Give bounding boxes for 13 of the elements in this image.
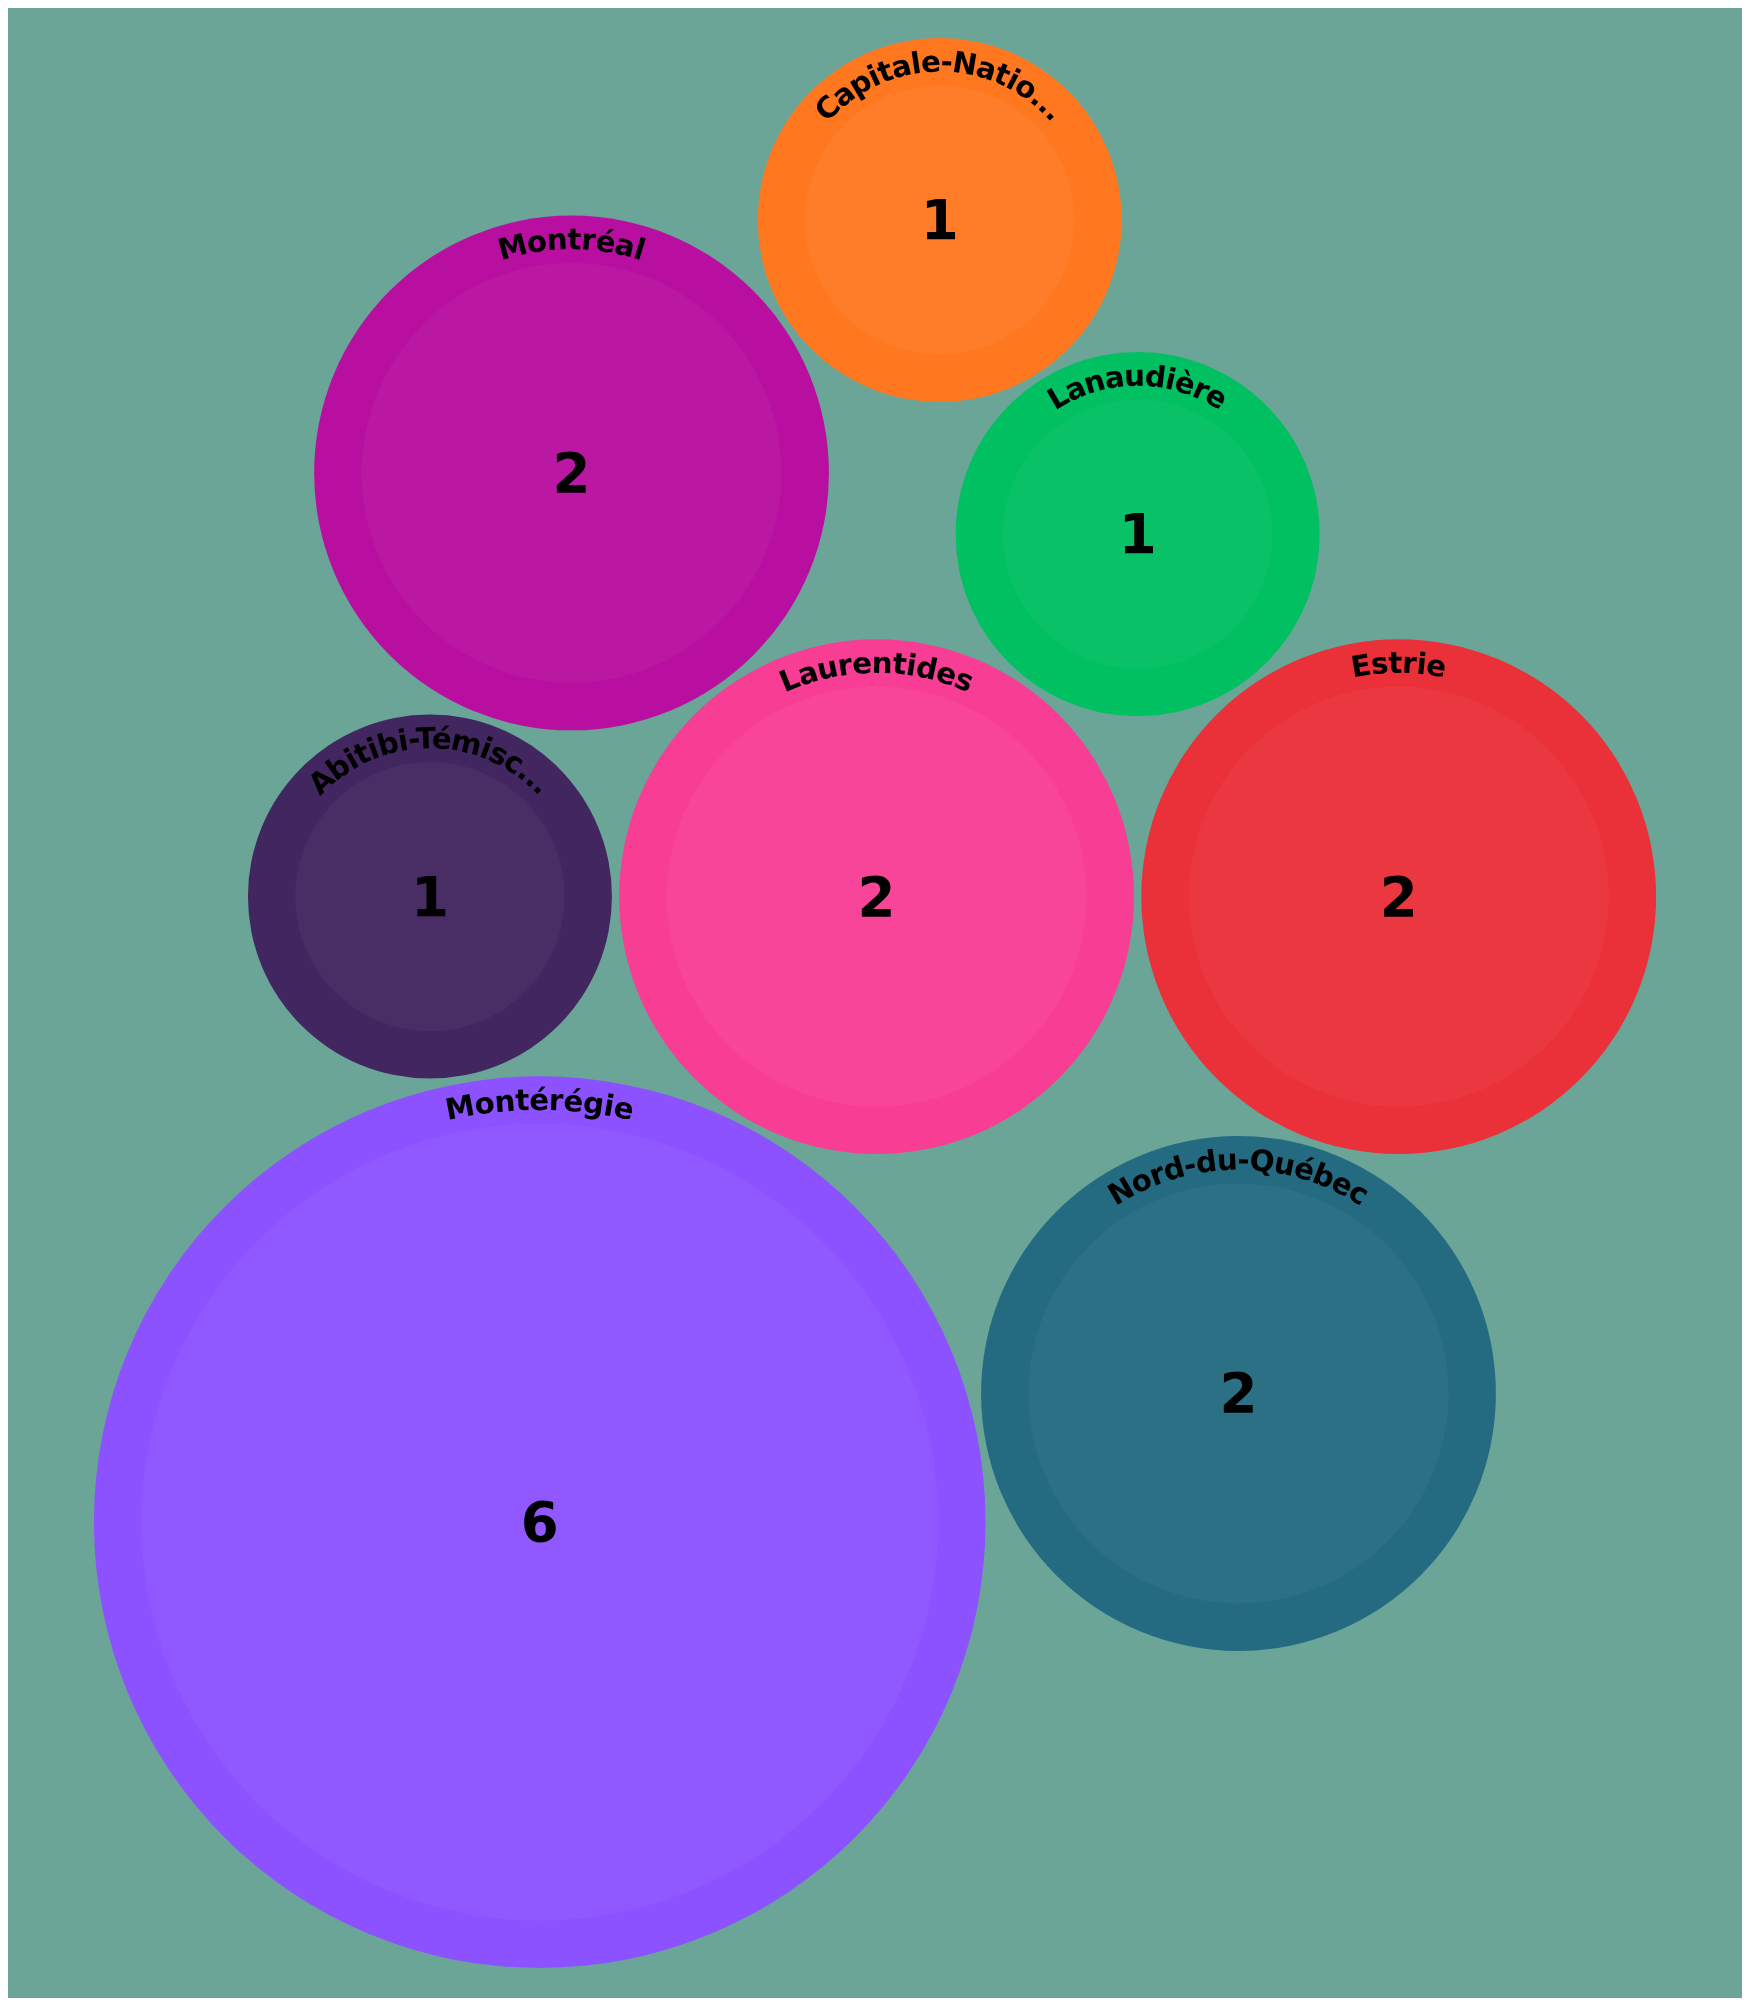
category-label: Estrie xyxy=(1348,645,1450,685)
data-label: 2 xyxy=(1219,1361,1258,1426)
data-label: 2 xyxy=(1379,864,1418,929)
category-label: Laurentides xyxy=(774,645,979,699)
category-label: Lanaudière xyxy=(1041,358,1234,417)
data-label: 2 xyxy=(552,440,591,505)
data-label: 1 xyxy=(410,864,449,929)
category-label: Montréal xyxy=(494,222,650,268)
data-label: 1 xyxy=(1118,502,1157,567)
data-label: 1 xyxy=(920,188,959,253)
category-label: Montérégie xyxy=(442,1082,638,1128)
data-label: 2 xyxy=(857,864,896,929)
data-label: 6 xyxy=(520,1490,559,1555)
